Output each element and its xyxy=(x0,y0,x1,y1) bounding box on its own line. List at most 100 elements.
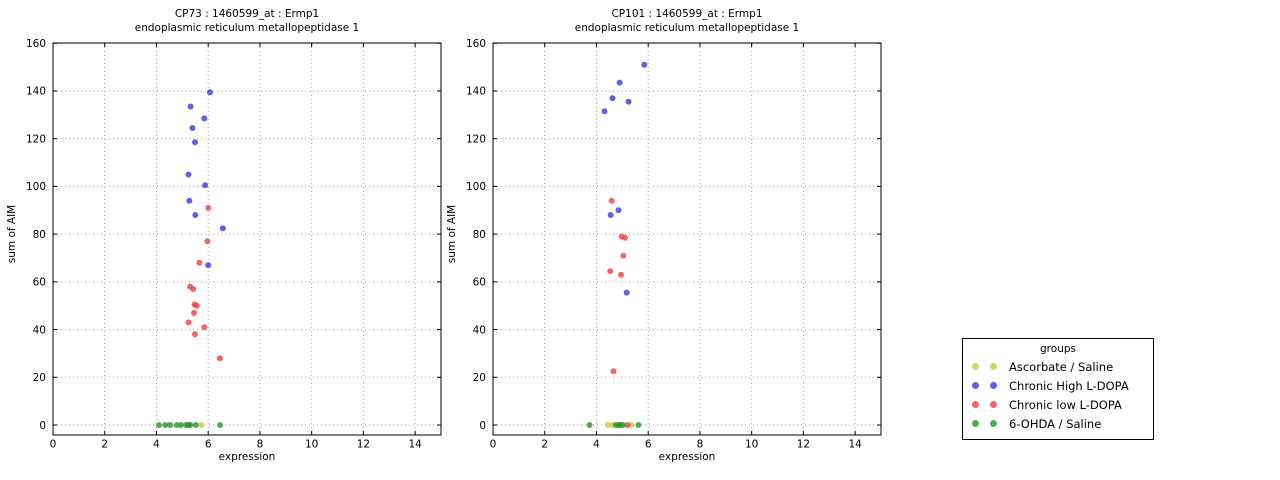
y-tick-label: 40 xyxy=(33,324,46,336)
y-tick-label: 120 xyxy=(466,133,486,145)
y-tick-label: 20 xyxy=(473,372,486,384)
data-point xyxy=(601,108,608,115)
plot2-yaxis-label: sum of AIM xyxy=(446,204,458,264)
x-tick-label: 0 xyxy=(490,439,497,451)
data-point xyxy=(191,309,197,316)
data-point xyxy=(187,422,194,428)
plot1-title: CP73 : 1460599_at : Ermp1 endoplasmic re… xyxy=(53,7,441,35)
legend-item-ascorbate-saline: Ascorbate / Saline xyxy=(963,357,1153,376)
y-tick-label: 0 xyxy=(479,420,486,432)
data-point xyxy=(217,422,224,428)
data-point xyxy=(586,422,593,428)
plot2-title-line1: CP101 : 1460599_at : Ermp1 xyxy=(611,8,763,20)
x-tick-label: 10 xyxy=(305,439,318,451)
plot2-title: CP101 : 1460599_at : Ermp1 endoplasmic r… xyxy=(493,7,881,35)
x-tick-label: 10 xyxy=(745,439,758,451)
y-tick-label: 100 xyxy=(26,181,46,193)
data-point xyxy=(192,422,199,428)
y-tick-label: 160 xyxy=(26,38,46,50)
x-tick-label: 12 xyxy=(357,439,370,451)
legend-item-label: Ascorbate / Saline xyxy=(1009,359,1114,374)
x-tick-label: 4 xyxy=(153,439,160,451)
plot2-title-line2: endoplasmic reticulum metallopeptidase 1 xyxy=(574,22,800,34)
x-tick-label: 12 xyxy=(797,439,810,451)
data-point xyxy=(618,271,624,278)
y-tick-label: 40 xyxy=(473,324,486,336)
data-point xyxy=(192,331,198,338)
data-point xyxy=(201,115,208,122)
x-tick-label: 14 xyxy=(848,439,862,451)
legend-marker-icon xyxy=(972,382,979,389)
data-point xyxy=(604,422,611,428)
data-point xyxy=(187,103,194,110)
x-tick-label: 8 xyxy=(257,439,264,451)
data-point xyxy=(178,422,184,428)
data-point xyxy=(624,422,631,428)
data-point xyxy=(641,61,648,68)
data-point xyxy=(173,422,180,428)
data-point xyxy=(204,238,211,245)
data-point xyxy=(610,368,617,375)
data-point xyxy=(186,197,193,204)
data-point xyxy=(635,422,642,428)
data-point xyxy=(616,79,623,86)
data-point xyxy=(193,302,200,309)
data-point xyxy=(185,319,192,326)
data-point xyxy=(207,89,213,96)
data-point xyxy=(156,422,163,428)
data-point xyxy=(608,197,615,204)
y-tick-label: 60 xyxy=(473,277,486,289)
y-tick-label: 140 xyxy=(466,86,486,98)
data-point xyxy=(625,98,632,105)
data-point xyxy=(216,355,223,362)
data-point xyxy=(205,262,212,269)
data-point xyxy=(201,324,208,331)
data-point xyxy=(190,286,197,292)
legend-marker-icon xyxy=(972,420,979,427)
legend-marker-icon xyxy=(972,401,979,408)
legend-marker-icon xyxy=(990,382,997,389)
data-point xyxy=(167,422,174,428)
data-point xyxy=(607,268,614,275)
plot2-xaxis-label: expression xyxy=(658,451,716,463)
data-point xyxy=(609,95,616,102)
data-point xyxy=(620,252,627,259)
plot1-title-line2: endoplasmic reticulum metallopeptidase 1 xyxy=(134,22,360,34)
y-tick-label: 140 xyxy=(26,86,46,98)
legend-marker-icon xyxy=(990,363,997,370)
legend-item-label: Chronic low L-DOPA xyxy=(1009,397,1122,412)
y-tick-label: 80 xyxy=(33,229,46,241)
x-tick-label: 2 xyxy=(541,439,548,451)
y-tick-label: 0 xyxy=(39,420,46,432)
y-tick-label: 60 xyxy=(33,277,46,289)
data-point xyxy=(619,422,626,428)
plot1-title-line1: CP73 : 1460599_at : Ermp1 xyxy=(174,8,320,20)
legend-marker-icon xyxy=(990,401,997,408)
data-point xyxy=(196,259,203,266)
data-point xyxy=(192,212,199,218)
data-point xyxy=(615,207,622,214)
y-tick-label: 80 xyxy=(473,229,486,241)
data-point xyxy=(198,422,205,428)
x-tick-label: 4 xyxy=(593,439,600,451)
y-tick-label: 120 xyxy=(26,133,46,145)
legend-marker-icon xyxy=(990,420,997,427)
y-tick-label: 160 xyxy=(466,38,486,50)
x-tick-label: 0 xyxy=(50,439,57,451)
legend-rows: Ascorbate / Saline Chronic High L-DOPA Chr… xyxy=(963,357,1153,433)
x-tick-label: 6 xyxy=(645,439,652,451)
legend: groups Ascorbate / Saline Chronic High L-… xyxy=(962,338,1154,440)
legend-title: groups xyxy=(1040,343,1076,355)
legend-item-chronic-low-l-dopa: Chronic low L-DOPA xyxy=(963,395,1153,414)
legend-item-label: Chronic High L-DOPA xyxy=(1009,378,1129,393)
x-tick-label: 14 xyxy=(408,439,422,451)
x-tick-label: 6 xyxy=(205,439,212,451)
data-point xyxy=(621,234,628,241)
plot1-xaxis-label: expression xyxy=(218,451,276,463)
data-point xyxy=(192,139,198,146)
data-point xyxy=(162,422,169,428)
y-tick-label: 20 xyxy=(33,372,46,384)
data-point xyxy=(185,171,192,178)
legend-marker-icon xyxy=(972,363,979,370)
